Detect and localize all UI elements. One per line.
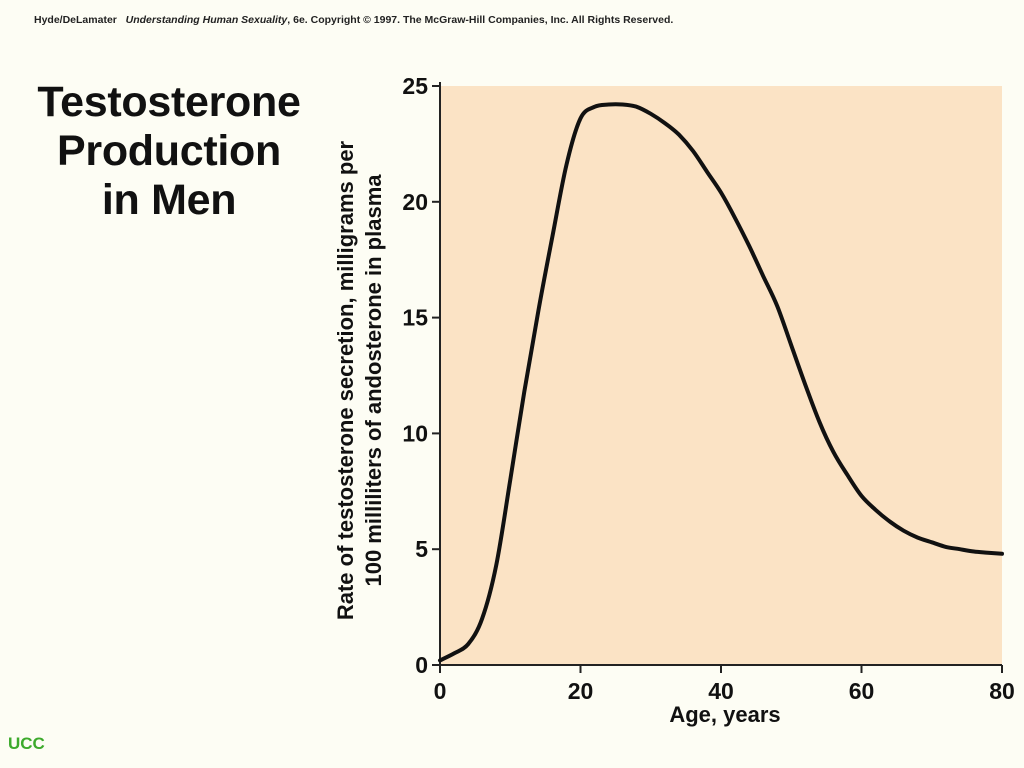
x-tick-label: 40 xyxy=(708,678,734,704)
title-line-1: Testosterone xyxy=(37,78,301,126)
credit-authors: Hyde/DeLamater xyxy=(34,14,117,26)
y-axis-title-line: Rate of testosterone secretion, milligra… xyxy=(333,140,358,620)
slide-title: Testosterone Production in Men xyxy=(0,78,338,225)
testosterone-curve xyxy=(438,102,1004,663)
y-tick-label: 5 xyxy=(415,536,428,562)
title-line-2: Production xyxy=(57,127,281,175)
y-tick-label: 10 xyxy=(402,420,428,446)
y-tick-label: 15 xyxy=(402,305,428,331)
title-line-3: in Men xyxy=(101,176,237,224)
credit-rest: , 6e. Copyright © 1997. The McGraw-Hill … xyxy=(287,14,674,26)
x-axis-title: Age, years xyxy=(669,702,780,727)
credit-book-title: Understanding Human Sexuality xyxy=(125,14,288,26)
y-tick-label: 25 xyxy=(402,73,428,99)
y-axis-title-line: 100 milliliters of andosterone in plasma xyxy=(361,174,386,587)
plot-area xyxy=(440,86,1002,665)
x-tick-label: 80 xyxy=(989,678,1015,704)
y-tick-label: 0 xyxy=(415,652,428,678)
y-tick-label: 20 xyxy=(402,189,428,215)
x-tick-label: 60 xyxy=(849,678,875,704)
x-tick-label: 20 xyxy=(568,678,594,704)
copyright-credit: Hyde/DeLamater Understanding Human Sexua… xyxy=(34,14,1004,26)
x-tick-label: 0 xyxy=(434,678,447,704)
ucc-logo: UCC xyxy=(8,734,45,753)
